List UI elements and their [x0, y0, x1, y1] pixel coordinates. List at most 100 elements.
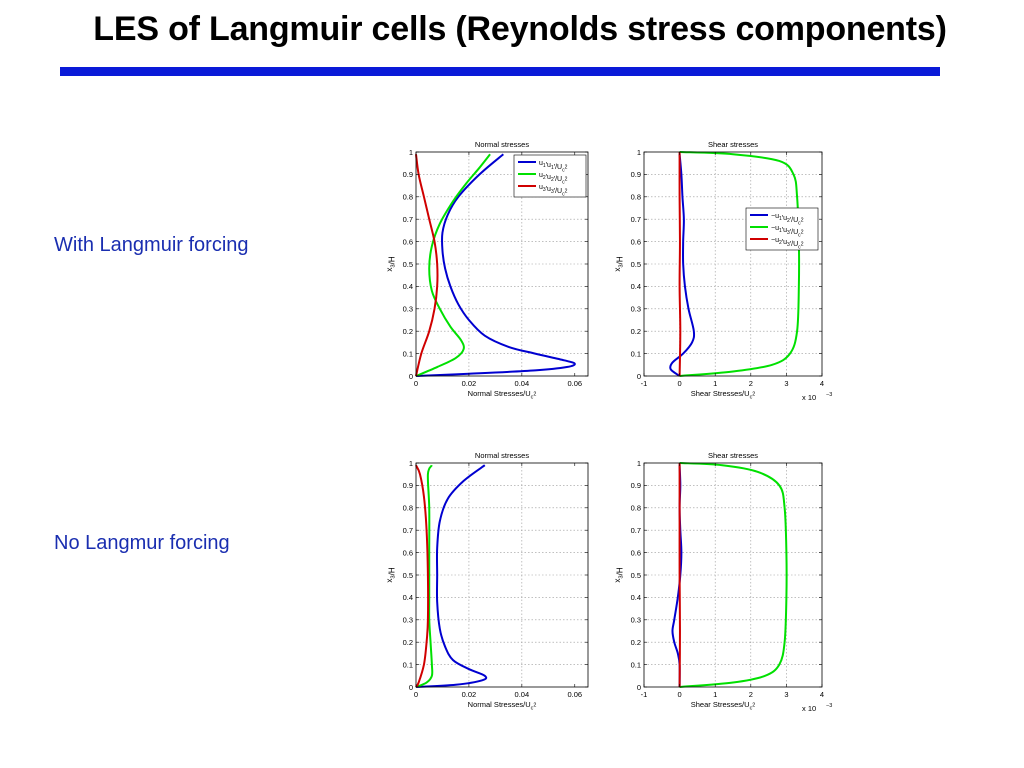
y-tick-label: 0.2	[403, 638, 413, 647]
x-scale-exponent: −3	[826, 703, 832, 709]
y-tick-label: 0.2	[403, 327, 413, 336]
x-tick-label: 0.06	[567, 379, 582, 388]
y-tick-label: 0.5	[403, 571, 413, 580]
series-line-2	[415, 153, 491, 377]
legend-entry-3: u3′u3′/Uc2	[539, 184, 568, 197]
y-tick-label: 0.4	[403, 593, 413, 602]
y-tick-label: 0.2	[631, 327, 641, 336]
y-tick-label: 0.1	[631, 349, 641, 358]
y-tick-label: 0.6	[631, 237, 641, 246]
y-tick-label: 0.1	[403, 349, 413, 358]
y-tick-label: 0.8	[631, 504, 641, 513]
y-tick-label: 1	[637, 459, 641, 468]
series-line-3	[678, 151, 682, 377]
y-tick-label: 0.1	[403, 660, 413, 669]
y-tick-label: 0.6	[631, 548, 641, 557]
legend-entry-1: u1′u1′/Uc2	[539, 160, 568, 173]
x-axis-label: Shear Stresses/Uc2	[691, 389, 756, 400]
normal-stresses-chart-forced: 0 0.02 0.04 0.06 0 0.1 0.2 0.3 0.4 0.5 0.6 0.7 0.8 0.…	[385, 140, 589, 400]
x-tick-label: 0.06	[567, 690, 582, 699]
y-tick-label: 0.9	[631, 170, 641, 179]
x-scale-exponent: −3	[826, 392, 832, 398]
x-scale-label: x 10	[802, 704, 816, 713]
y-tick-label: 0.5	[631, 571, 641, 580]
x-tick-label: 4	[820, 690, 824, 699]
x-tick-label: 0	[678, 379, 682, 388]
legend-entry-2: −u1′u3′/Uc2	[771, 225, 804, 238]
y-tick-label: 0.4	[631, 282, 641, 291]
y-tick-label: 0.8	[403, 193, 413, 202]
slide-title: LES of Langmuir cells (Reynolds stress c…	[93, 10, 947, 48]
y-tick-label: 0.8	[631, 193, 641, 202]
chart-title: Shear stresses	[708, 451, 758, 460]
x-tick-label: 3	[784, 379, 788, 388]
series-line-1	[415, 464, 488, 688]
y-tick-label: 0.1	[631, 660, 641, 669]
y-tick-label: 0.6	[403, 548, 413, 557]
y-tick-label: 0.9	[631, 481, 641, 490]
y-tick-label: 0.4	[403, 282, 413, 291]
title-rule	[60, 67, 940, 76]
y-tick-label: 0.9	[403, 170, 413, 179]
x-tick-label: 0	[678, 690, 682, 699]
series-line-2	[679, 462, 788, 688]
y-tick-label: 0.2	[631, 638, 641, 647]
y-tick-label: 0	[409, 372, 413, 381]
y-tick-label: 1	[637, 148, 641, 157]
y-tick-label: 1	[409, 148, 413, 157]
y-tick-label: 0	[637, 683, 641, 692]
series-line-1	[669, 154, 696, 377]
series-line-3	[415, 464, 430, 688]
y-tick-label: 0.3	[403, 305, 413, 314]
row-label-no-forcing: No Langmur forcing	[54, 532, 230, 554]
y-axis-label: x3/H	[385, 256, 396, 271]
chart-title: Shear stresses	[708, 140, 758, 149]
x-tick-label: 0.04	[515, 690, 530, 699]
y-tick-label: 0	[409, 683, 413, 692]
chart-title: Normal stresses	[475, 140, 529, 149]
x-tick-label: -1	[641, 379, 648, 388]
y-tick-label: 1	[409, 459, 413, 468]
legend-entry-3: −u2′u3′/Uc2	[771, 237, 804, 250]
y-tick-label: 0.7	[403, 215, 413, 224]
row-label-with-forcing: With Langmuir forcing	[54, 234, 249, 256]
y-tick-label: 0.7	[631, 215, 641, 224]
y-axis-label-group: x3/H	[613, 256, 624, 271]
x-tick-label: 0.02	[462, 690, 477, 699]
x-tick-label: 4	[820, 379, 824, 388]
x-tick-label: 1	[713, 690, 717, 699]
legend-entry-1: −u1′u2′/Uc2	[771, 213, 804, 226]
x-axis-label: Normal Stresses/Uc2	[468, 700, 537, 711]
y-tick-label: 0.8	[403, 504, 413, 513]
x-tick-label: 2	[749, 690, 753, 699]
x-tick-label: 1	[713, 379, 717, 388]
y-axis-label-group: x3/H	[385, 256, 396, 271]
y-tick-label: 0.9	[403, 481, 413, 490]
series-line-1	[415, 153, 576, 377]
series-line-3	[415, 154, 439, 377]
y-tick-label: 0.3	[631, 616, 641, 625]
y-tick-label: 0.5	[631, 260, 641, 269]
x-tick-label: 0	[414, 379, 418, 388]
y-axis-label-group: x3/H	[613, 567, 624, 582]
x-tick-label: 2	[749, 379, 753, 388]
y-tick-label: 0.6	[403, 237, 413, 246]
legend-entry-2: u2′u2′/Uc2	[539, 172, 568, 185]
chart-title: Normal stresses	[475, 451, 529, 460]
x-axis-label: Shear Stresses/Uc2	[691, 700, 756, 711]
y-tick-label: 0.3	[631, 305, 641, 314]
x-tick-label: -1	[641, 690, 648, 699]
normal-stresses-chart-unforced: 0 0.02 0.04 0.06 0 0.1 0.2 0.3 0.4 0.5 0.6 0.7 0.8 0.…	[385, 451, 589, 711]
series-line-2	[679, 151, 801, 377]
y-tick-label: 0.7	[631, 526, 641, 535]
y-tick-label: 0	[637, 372, 641, 381]
series-line-2	[415, 464, 434, 688]
shear-stresses-chart-unforced: -1 0 1 2 3 400.10.20.30.40.50.60.70.80.91Shea…	[613, 451, 832, 713]
x-tick-label: 0.04	[515, 379, 530, 388]
x-tick-label: 3	[784, 690, 788, 699]
x-tick-label: 0.02	[462, 379, 477, 388]
y-tick-label: 0.3	[403, 616, 413, 625]
x-axis-label: Normal Stresses/Uc2	[468, 389, 537, 400]
y-tick-label: 0.5	[403, 260, 413, 269]
y-tick-label: 0.4	[631, 593, 641, 602]
